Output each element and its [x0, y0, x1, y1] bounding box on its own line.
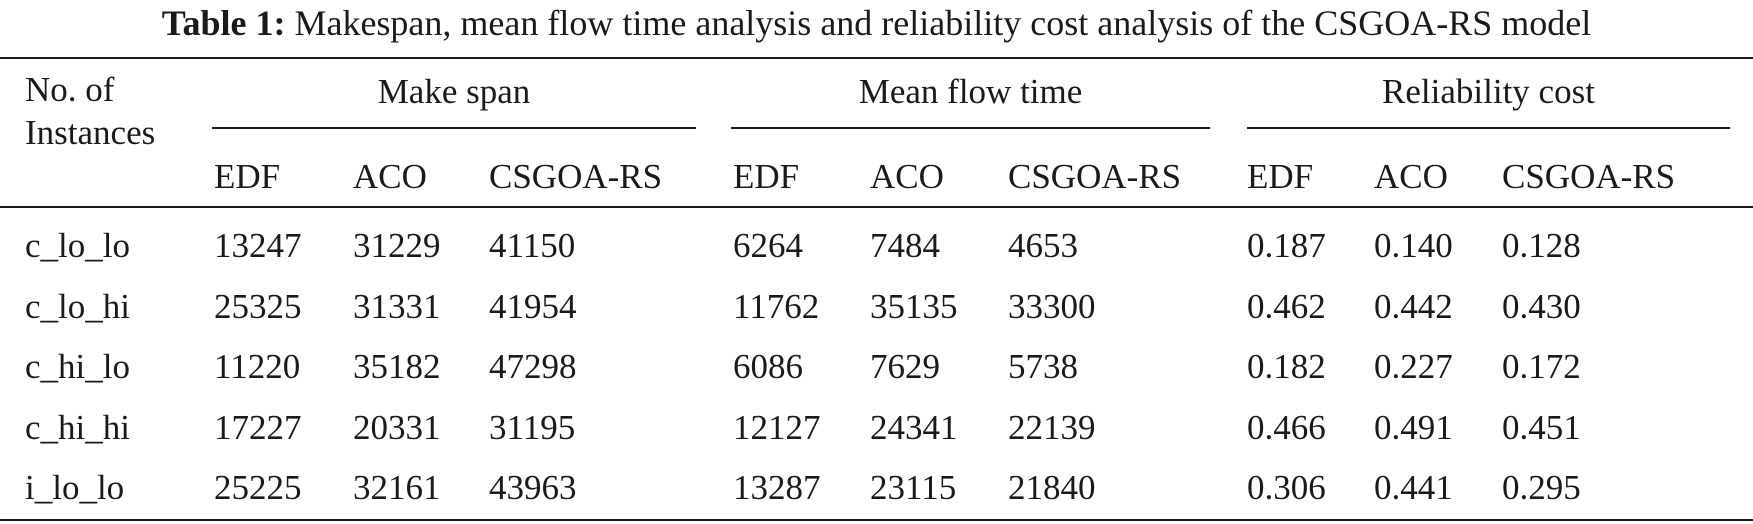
row-label-header-line2: Instances [25, 113, 156, 152]
table-cell: 0.128 [1502, 226, 1581, 265]
table-cell: 0.441 [1374, 468, 1453, 507]
table-cell: 0.140 [1374, 226, 1453, 265]
row-instance-label: c_lo_hi [25, 287, 130, 326]
table-cell: 4653 [1008, 226, 1078, 265]
table-cell: 25225 [214, 468, 302, 507]
row-instance-label: i_lo_lo [25, 468, 125, 507]
table-cell: 6086 [733, 347, 803, 386]
table-cell: 33300 [1008, 287, 1096, 326]
table-cell: 41954 [489, 287, 577, 326]
table-cell: 0.451 [1502, 408, 1581, 447]
table-cell: 7629 [870, 347, 940, 386]
row-label-header-line1: No. of [25, 70, 115, 109]
table-cell: 47298 [489, 347, 577, 386]
group-header-mean-flow-time: Mean flow time [858, 72, 1083, 111]
column-header: ACO [1374, 157, 1448, 196]
row-instance-label: c_hi_hi [25, 408, 130, 447]
table-cell: 11220 [214, 347, 301, 386]
table-cell: 0.295 [1502, 468, 1581, 507]
column-header: ACO [870, 157, 944, 196]
group-rule-mean-flow-time [731, 127, 1210, 129]
column-header: CSGOA-RS [1008, 157, 1182, 196]
table-cell: 0.462 [1247, 287, 1326, 326]
table-cell: 35135 [870, 287, 958, 326]
table-cell: 0.172 [1502, 347, 1581, 386]
table-cell: 25325 [214, 287, 302, 326]
group-rule-reliability-cost [1247, 127, 1730, 129]
column-header: ACO [353, 157, 427, 196]
table-caption: Table 1: Makespan, mean flow time analys… [0, 2, 1753, 44]
top-rule [0, 57, 1753, 59]
column-header: EDF [1247, 157, 1314, 196]
table-cell: 31229 [353, 226, 441, 265]
column-header: EDF [733, 157, 800, 196]
table-cell: 13247 [214, 226, 302, 265]
table-cell: 0.491 [1374, 408, 1453, 447]
table-cell: 5738 [1008, 347, 1078, 386]
table-cell: 31331 [353, 287, 441, 326]
table-cell: 0.442 [1374, 287, 1453, 326]
bottom-rule [0, 519, 1753, 521]
table-cell: 31195 [489, 408, 576, 447]
table-cell: 43963 [489, 468, 577, 507]
table-cell: 0.466 [1247, 408, 1326, 447]
table-cell: 0.187 [1247, 226, 1326, 265]
header-rule [0, 206, 1753, 208]
table-cell: 24341 [870, 408, 958, 447]
column-header: CSGOA-RS [1502, 157, 1676, 196]
table-cell: 0.227 [1374, 347, 1453, 386]
table-cell: 20331 [353, 408, 441, 447]
group-header-makespan: Make span [377, 72, 531, 111]
table-cell: 12127 [733, 408, 821, 447]
group-rule-makespan [212, 127, 696, 129]
table-cell: 23115 [870, 468, 957, 507]
table-caption-label: Table 1: [161, 3, 286, 43]
group-header-reliability-cost: Reliability cost [1382, 72, 1595, 111]
table-cell: 0.182 [1247, 347, 1326, 386]
table-cell: 0.430 [1502, 287, 1581, 326]
table-cell: 13287 [733, 468, 821, 507]
table-cell: 35182 [353, 347, 441, 386]
table-cell: 11762 [733, 287, 820, 326]
table-cell: 0.306 [1247, 468, 1326, 507]
table-caption-text: Makespan, mean flow time analysis and re… [294, 3, 1592, 43]
column-header: EDF [214, 157, 281, 196]
table-cell: 7484 [870, 226, 940, 265]
table-cell: 6264 [733, 226, 803, 265]
table-cell: 41150 [489, 226, 576, 265]
table-cell: 32161 [353, 468, 441, 507]
row-instance-label: c_lo_lo [25, 226, 130, 265]
column-header: CSGOA-RS [489, 157, 663, 196]
table-cell: 21840 [1008, 468, 1096, 507]
table-cell: 17227 [214, 408, 302, 447]
table-cell: 22139 [1008, 408, 1096, 447]
row-instance-label: c_hi_lo [25, 347, 130, 386]
